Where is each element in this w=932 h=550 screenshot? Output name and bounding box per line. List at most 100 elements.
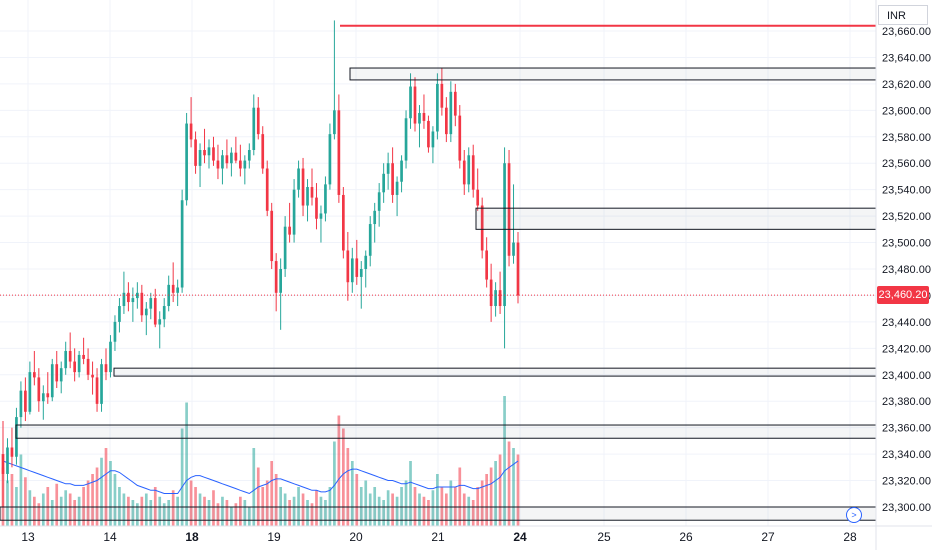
candle-body: [512, 242, 515, 256]
volume-bar: [364, 480, 368, 526]
candle-body: [328, 134, 332, 185]
volume-bar: [306, 500, 309, 526]
candle-body: [6, 447, 9, 474]
candle-body: [59, 368, 63, 382]
volume-bar: [234, 503, 238, 526]
volume-bar: [512, 448, 515, 526]
candle-body: [449, 91, 453, 135]
volume-bar: [256, 467, 260, 526]
scroll-to-realtime-icon[interactable]: >: [846, 507, 862, 523]
candle-body: [64, 350, 68, 369]
currency-label[interactable]: INR: [878, 5, 928, 25]
volume-bar: [382, 500, 385, 526]
candle-body: [95, 377, 99, 404]
price-tick-label: 23,340.00: [882, 449, 931, 461]
support-resistance-zones[interactable]: [0, 24, 877, 521]
volume-bar: [324, 500, 327, 526]
price-candles: [1, 20, 520, 507]
price-tick-label: 23,400.00: [882, 370, 931, 382]
volume-bar: [283, 493, 287, 526]
volume-bar: [292, 496, 296, 526]
volume-bar: [95, 467, 99, 526]
date-tick-label: 24: [513, 530, 527, 544]
candle-body: [431, 131, 435, 148]
candle-body: [118, 306, 121, 322]
candle-body: [136, 292, 139, 299]
volume-bar: [131, 500, 135, 526]
volume-bar: [337, 415, 341, 526]
volume-bar: [109, 461, 112, 526]
volume-bar: [404, 480, 408, 526]
volume-bar: [265, 480, 269, 526]
candle-body: [153, 298, 157, 325]
volume-bar: [427, 500, 430, 526]
candle-body: [391, 163, 394, 195]
price-tick-label: 23,580.00: [882, 132, 931, 144]
candle-body: [485, 250, 488, 280]
volume-bar: [189, 480, 193, 526]
price-tick-label: 23,640.00: [882, 52, 931, 64]
volume-bar: [73, 500, 76, 526]
candle-body: [409, 86, 412, 119]
candle-body: [480, 205, 484, 251]
candle-body: [225, 155, 229, 164]
volume-bar: [458, 467, 462, 526]
price-tick-label: 23,560.00: [882, 158, 931, 170]
volume-bar: [409, 461, 412, 526]
candle-body: [297, 168, 300, 190]
candle-body: [256, 107, 260, 135]
candle-body: [37, 377, 41, 402]
volume-bar: [386, 490, 390, 526]
candle-body: [243, 160, 247, 169]
date-tick-label: 19: [267, 530, 281, 544]
candle-body: [462, 160, 466, 185]
volume-bar: [480, 480, 484, 526]
volume-moving-average: [2, 460, 519, 495]
volume-bar: [288, 500, 291, 526]
candle-body: [252, 107, 256, 150]
candle-body: [109, 341, 112, 373]
time-axis[interactable]: 13 14 18 19 20 21 24 25 26 27 28: [0, 525, 932, 544]
candle-body: [100, 364, 103, 404]
volume-bar: [449, 480, 453, 526]
candle-body: [234, 152, 238, 161]
candle-body: [337, 110, 341, 195]
price-tick-label: 23,320.00: [882, 476, 931, 488]
candle-body: [24, 390, 27, 412]
current-price-tag: 23,460.20: [877, 286, 929, 305]
candle-body: [158, 319, 162, 325]
candle-body: [207, 147, 211, 156]
candle-body: [288, 226, 291, 235]
volume-bar: [274, 474, 278, 526]
candle-body: [77, 354, 81, 373]
candle-body: [203, 150, 206, 156]
date-tick-label: 14: [103, 530, 117, 544]
price-zone: [0, 506, 877, 521]
date-tick-label: 26: [679, 530, 693, 544]
candle-body: [1, 454, 5, 474]
candle-body: [279, 269, 282, 293]
candle-body: [382, 173, 385, 193]
candle-body: [498, 290, 502, 307]
candle-body: [445, 107, 448, 135]
price-zone: [349, 67, 877, 81]
volume-bar: [225, 500, 229, 526]
price-tick-label: 23,360.00: [882, 423, 931, 435]
candle-body: [171, 284, 175, 293]
price-tick-label: 23,420.00: [882, 343, 931, 355]
candle-body: [216, 160, 220, 169]
volume-bar: [485, 474, 488, 526]
volume-bar: [100, 457, 103, 526]
volume-bar: [310, 503, 314, 526]
volume-bar: [422, 496, 426, 526]
candle-body: [350, 258, 354, 283]
volume-bar: [216, 503, 220, 526]
price-axis[interactable]: 23,660.00 23,640.00 23,620.00 23,600.00 23,5…: [875, 0, 931, 550]
candle-body: [270, 210, 274, 262]
volume-ma-line: [2, 460, 519, 495]
volume-bar: [207, 500, 211, 526]
candle-body: [364, 255, 368, 269]
volume-bar: [127, 496, 130, 526]
